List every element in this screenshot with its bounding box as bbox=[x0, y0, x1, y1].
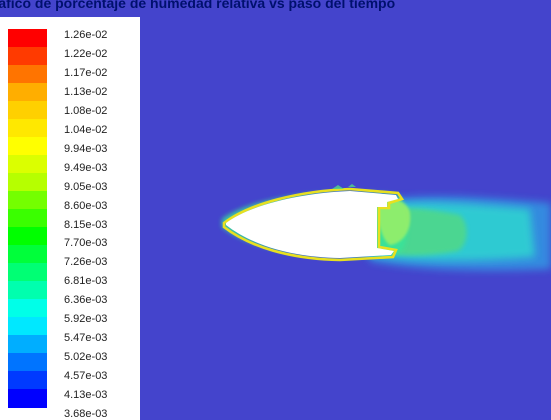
colorbar-swatch bbox=[8, 227, 47, 246]
contour-plot-title: Gráfico de porcentaje de humedad relativ… bbox=[0, 0, 396, 11]
colorbar-swatch bbox=[8, 65, 47, 84]
colorbar-swatch bbox=[8, 173, 47, 192]
colorbar-tick-label: 6.81e-03 bbox=[64, 275, 108, 288]
colorbar-swatch bbox=[8, 389, 47, 408]
colorbar-tick-label: 6.36e-03 bbox=[64, 294, 108, 307]
colorbar-strip bbox=[8, 29, 47, 408]
colorbar-swatch bbox=[8, 191, 47, 210]
colorbar-tick-label: 9.94e-03 bbox=[64, 142, 108, 155]
colorbar-swatch bbox=[8, 299, 47, 318]
colorbar-tick-label: 4.13e-03 bbox=[64, 389, 108, 402]
body-shape bbox=[226, 191, 398, 258]
base-pocket-region bbox=[377, 198, 411, 245]
colorbar-tick-label: 1.22e-02 bbox=[64, 47, 108, 60]
colorbar-tick-label: 1.17e-02 bbox=[64, 66, 108, 79]
colorbar-tick-label: 1.04e-02 bbox=[64, 123, 108, 136]
colorbar-swatch bbox=[8, 209, 47, 228]
colorbar-swatch bbox=[8, 155, 47, 174]
colorbar-tick-label: 1.13e-02 bbox=[64, 85, 108, 98]
colorbar-tick-label: 9.05e-03 bbox=[64, 180, 108, 193]
colorbar-tick-label: 9.49e-03 bbox=[64, 161, 108, 174]
colorbar-swatch bbox=[8, 29, 47, 48]
colorbar-swatch bbox=[8, 101, 47, 120]
colorbar-tick-label: 8.60e-03 bbox=[64, 199, 108, 212]
boundary-layer-edge bbox=[222, 187, 405, 262]
colorbar-tick-label: 5.47e-03 bbox=[64, 332, 108, 345]
colorbar-swatch bbox=[8, 47, 47, 66]
colorbar-tick-label: 7.70e-03 bbox=[64, 237, 108, 250]
colorbar-tick-label: 1.26e-02 bbox=[64, 29, 108, 41]
colorbar-tick-label: 8.15e-03 bbox=[64, 218, 108, 231]
colorbar-swatch bbox=[8, 119, 47, 138]
colorbar-swatch bbox=[8, 317, 47, 336]
colorbar-swatch bbox=[8, 353, 47, 372]
upper-edge-detail bbox=[332, 184, 356, 189]
colorbar-tick-label: 5.02e-03 bbox=[64, 351, 108, 364]
colorbar-swatch bbox=[8, 335, 47, 354]
colorbar-tick-label: 3.68e-03 bbox=[64, 408, 108, 420]
colorbar-swatch bbox=[8, 137, 47, 156]
colorbar-swatch bbox=[8, 371, 47, 390]
contour-plot-area[interactable] bbox=[140, 17, 551, 420]
colorbar-swatch bbox=[8, 245, 47, 264]
colorbar-tick-label: 1.08e-02 bbox=[64, 104, 108, 117]
colorbar-tick-label: 5.92e-03 bbox=[64, 313, 108, 326]
colorbar-swatch bbox=[8, 281, 47, 300]
colorbar-swatch bbox=[8, 83, 47, 102]
contour-plot-canvas bbox=[222, 184, 551, 271]
colorbar-swatch bbox=[8, 263, 47, 282]
colorbar-tick-label: 4.57e-03 bbox=[64, 370, 108, 383]
colorbar-tick-label: 7.26e-03 bbox=[64, 256, 108, 269]
colorbar-legend: 1.26e-02 1.22e-02 1.17e-02 1.13e-02 1.08e-02… bbox=[0, 17, 140, 420]
